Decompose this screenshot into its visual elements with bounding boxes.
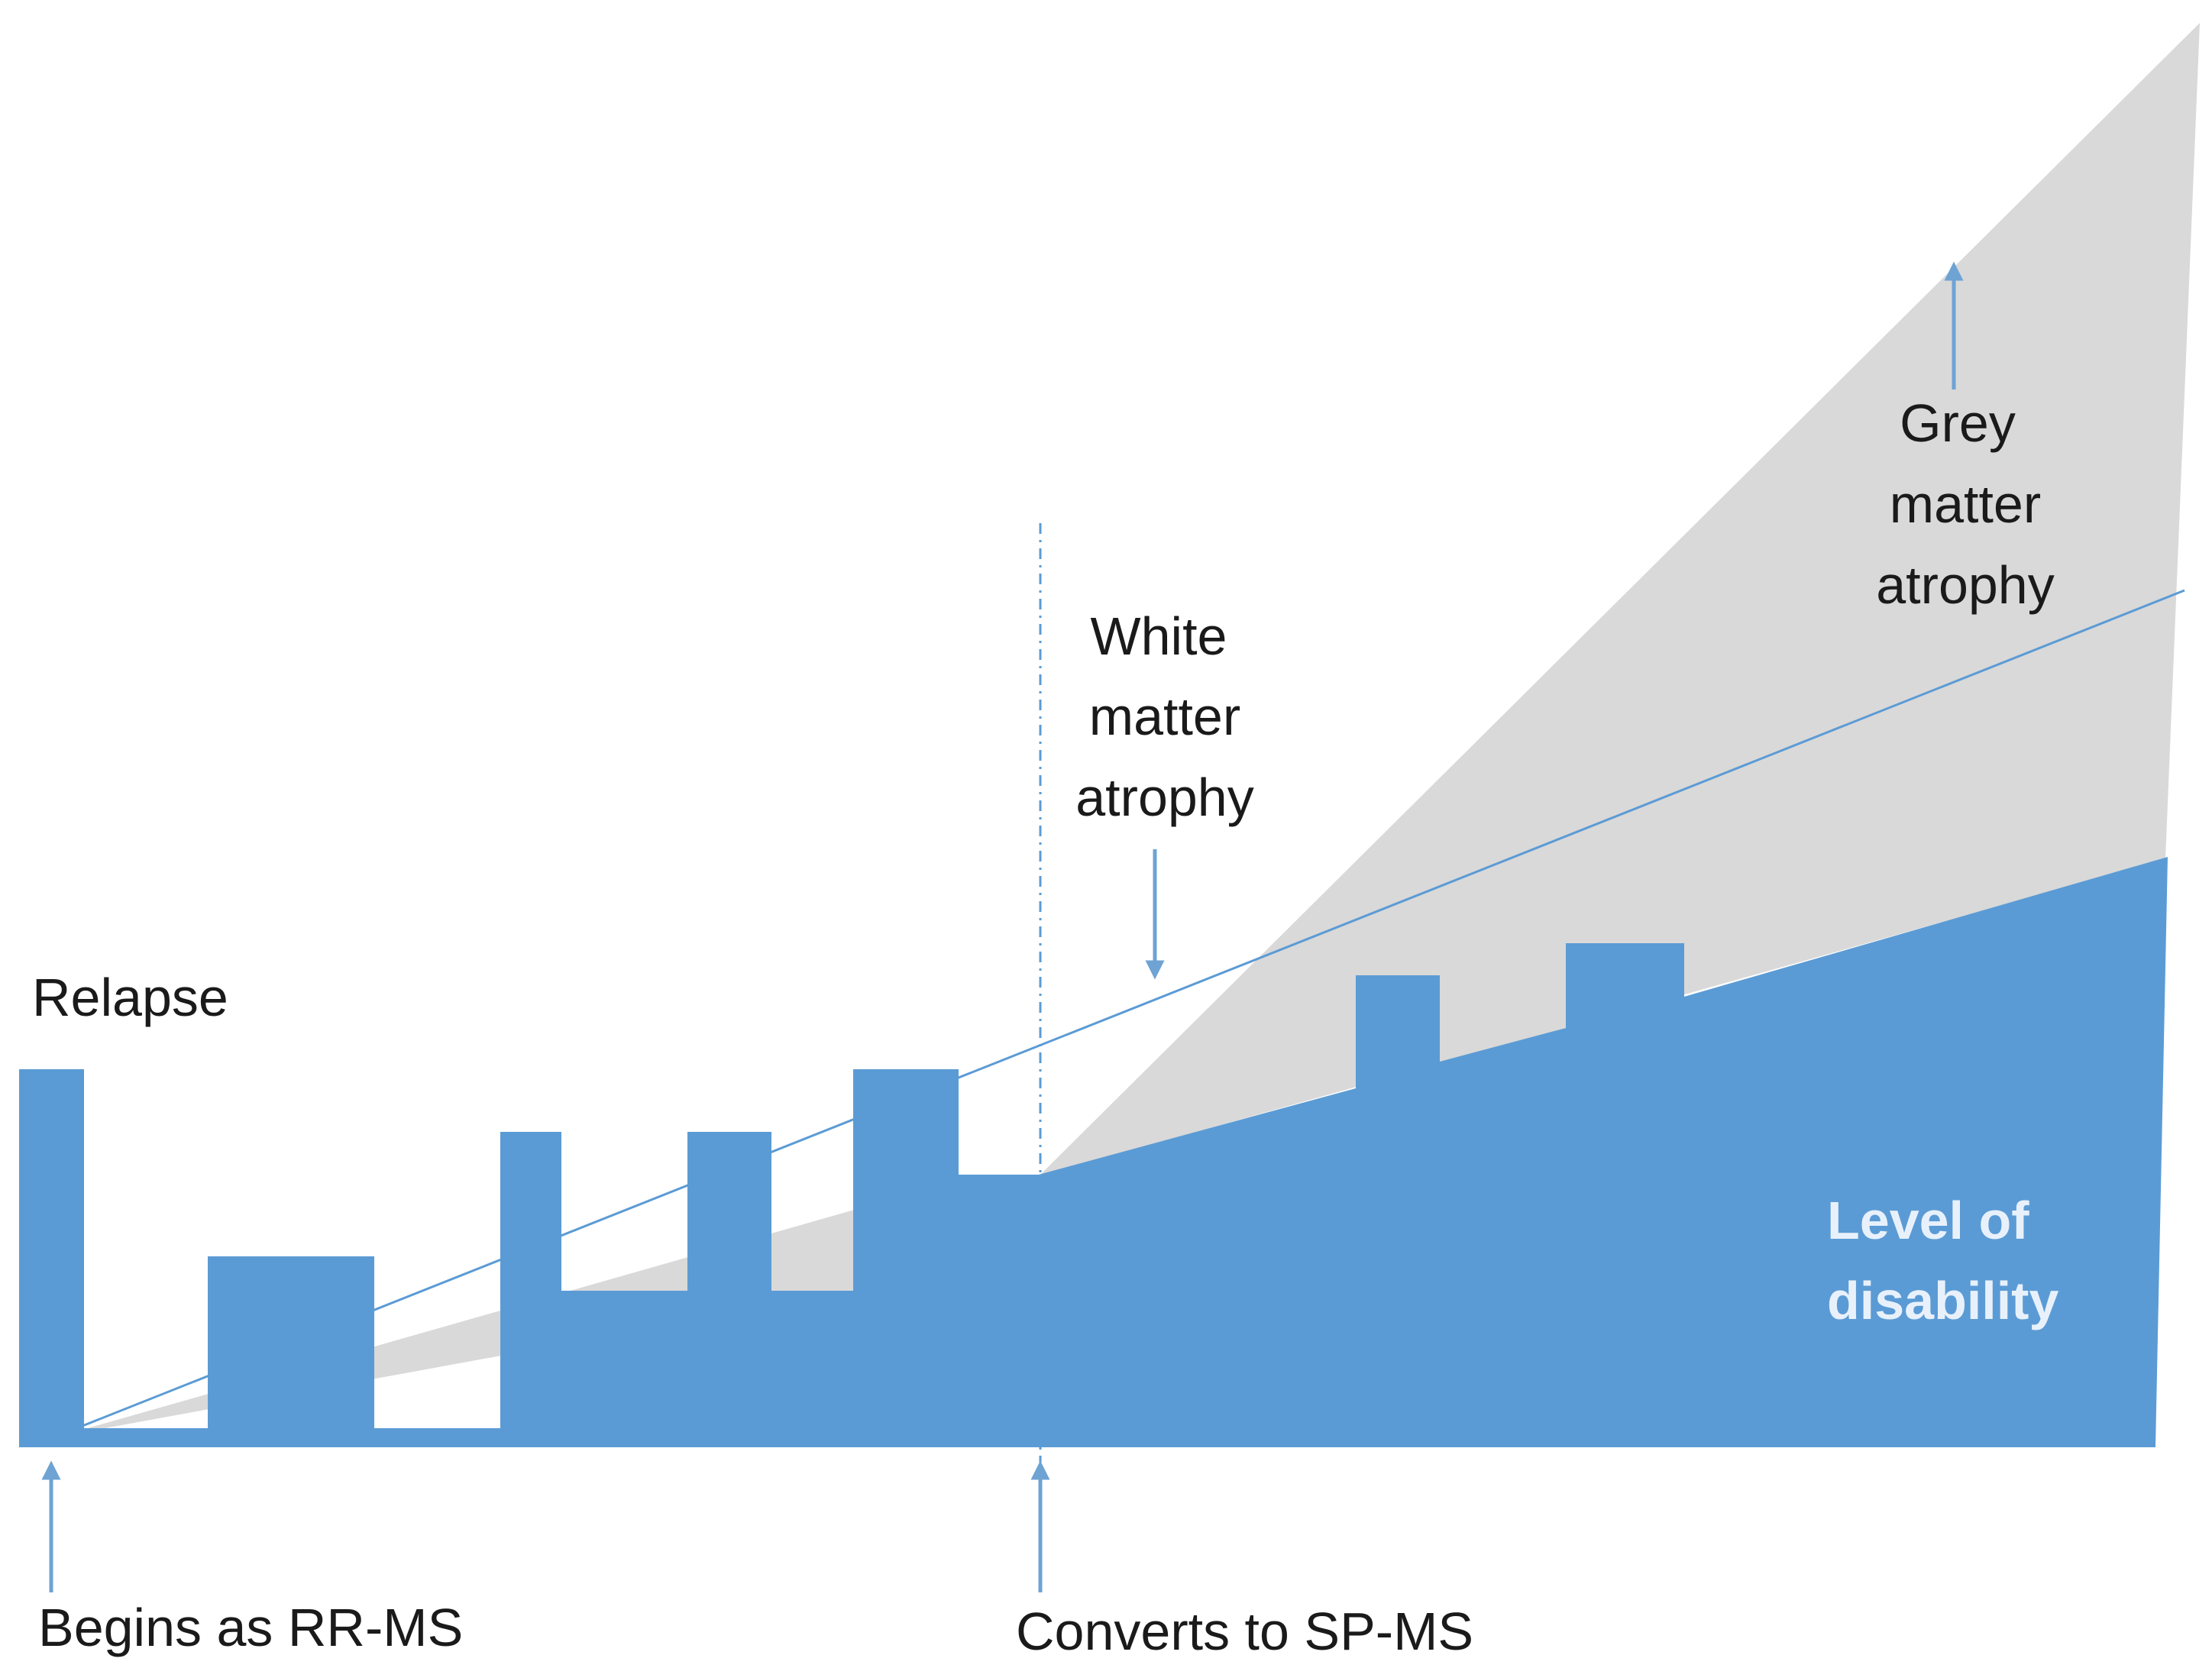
disability-label-line1: Level of (1827, 1191, 2029, 1250)
white-matter-label-line3: atrophy (1075, 768, 1253, 827)
converts-spms-label: Converts to SP-MS (1016, 1602, 1473, 1661)
grey-matter-label-line3: atrophy (1876, 555, 2054, 615)
disability-label-line2: disability (1827, 1271, 2058, 1330)
grey-matter-label-line1: Grey (1900, 393, 2016, 453)
begins-rrms-label: Begins as RR-MS (38, 1598, 463, 1657)
relapse-label: Relapse (32, 968, 228, 1027)
disability-area (19, 857, 2168, 1447)
white-matter-label-line1: White (1091, 606, 1227, 666)
white-matter-atrophy-line (82, 589, 2185, 1427)
grey-matter-atrophy-area (82, 23, 2200, 1430)
grey-matter-label-line2: matter (1890, 474, 2041, 534)
white-matter-label-line2: matter (1089, 687, 1240, 746)
